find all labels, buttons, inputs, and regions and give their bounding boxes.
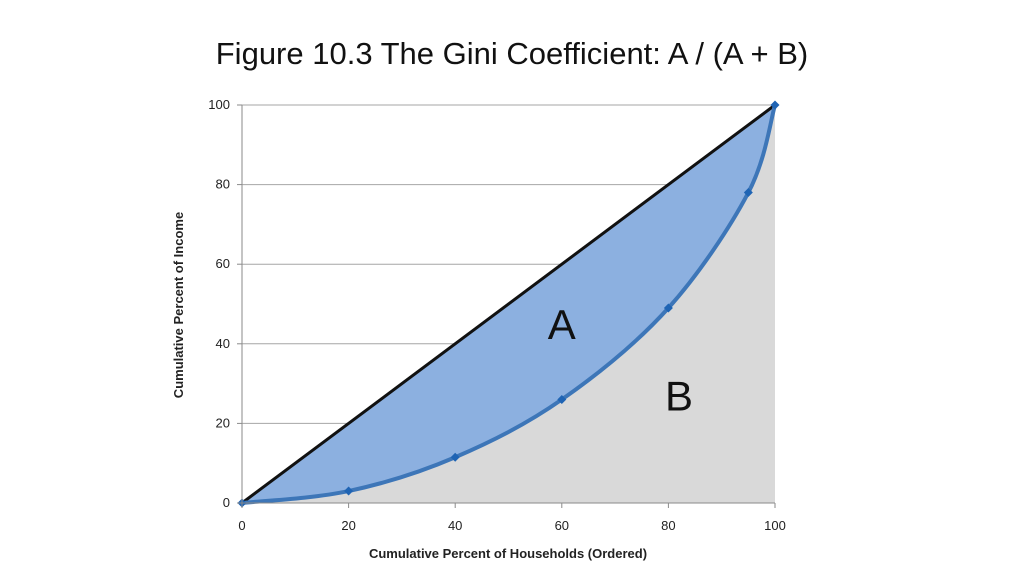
area-b [242, 105, 775, 503]
y-tick-label: 80 [216, 177, 230, 192]
x-tick-label: 40 [448, 518, 462, 533]
x-tick-label: 60 [555, 518, 569, 533]
region-label-a: A [548, 301, 576, 348]
page-title: Figure 10.3 The Gini Coefficient: A / (A… [215, 36, 809, 71]
data-point-marker [743, 188, 753, 198]
data-point-marker [344, 486, 354, 496]
y-axis-label: Cumulative Percent of Income [171, 212, 186, 398]
x-tick-label: 100 [764, 518, 786, 533]
marker-layer [237, 100, 780, 508]
y-tick-label: 0 [223, 495, 230, 510]
y-tick-label: 40 [216, 336, 230, 351]
x-axis-label: Cumulative Percent of Households (Ordere… [369, 546, 647, 561]
data-point-marker [770, 100, 780, 110]
y-tick-label: 20 [216, 415, 230, 430]
data-point-marker [450, 452, 460, 462]
tick-layer: 0 20 40 60 80 100 0 20 40 60 80 100 [208, 97, 786, 533]
y-tick-label: 100 [208, 97, 230, 112]
x-tick-label: 80 [661, 518, 675, 533]
y-tick-label: 60 [216, 256, 230, 271]
equality-line [241, 103, 776, 505]
x-tick-label: 20 [341, 518, 355, 533]
data-point-marker [663, 303, 673, 313]
data-point-marker [557, 395, 567, 405]
region-label-b: B [665, 373, 693, 420]
x-tick-label: 0 [238, 518, 245, 533]
